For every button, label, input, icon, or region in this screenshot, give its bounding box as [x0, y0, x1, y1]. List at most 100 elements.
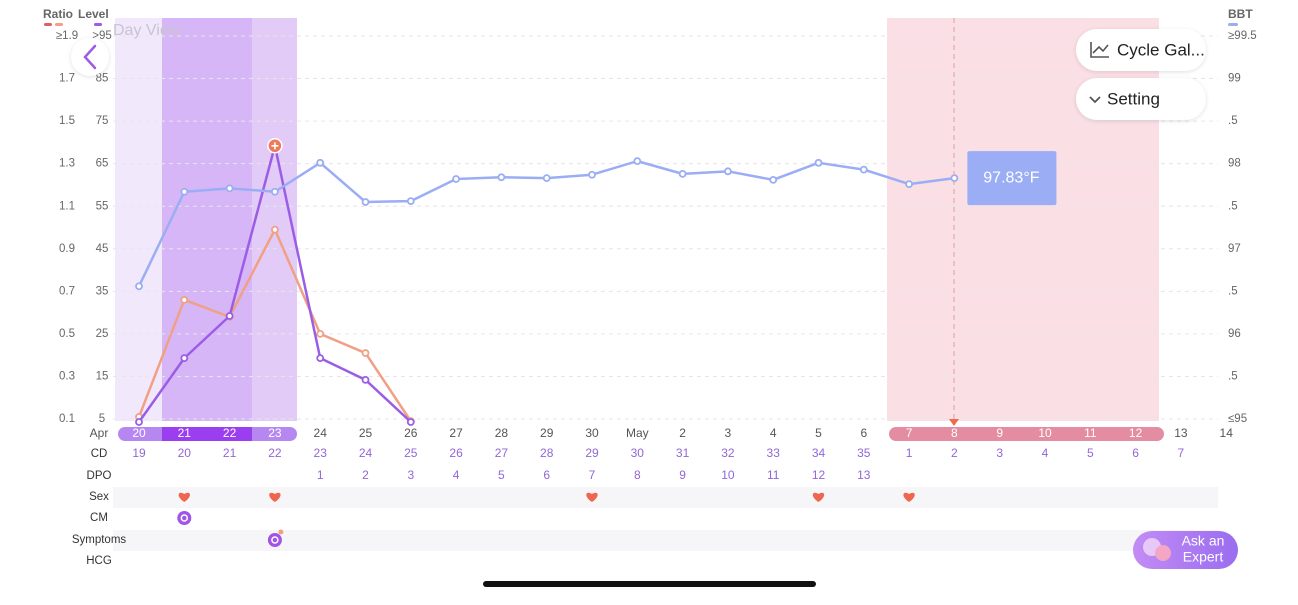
row-value: 23	[314, 446, 328, 460]
row-value: 32	[721, 446, 735, 460]
y-tick-label: 25	[96, 328, 109, 340]
data-point	[180, 354, 189, 363]
row-value: 35	[857, 446, 871, 460]
row-value: 19	[132, 446, 146, 460]
legend-swatch	[55, 23, 63, 26]
data-point	[769, 175, 778, 184]
y-tick-label: 5	[99, 413, 105, 425]
heart-icon	[178, 492, 190, 502]
log-icon	[267, 533, 282, 547]
data-point	[316, 329, 325, 338]
home-indicator	[483, 581, 816, 587]
row-value: 8	[634, 468, 641, 482]
x-tick-label: 13	[1174, 426, 1188, 440]
data-point	[316, 354, 325, 363]
row-value: 3	[996, 446, 1003, 460]
heart-icon	[812, 492, 825, 502]
backgrounds	[113, 18, 1218, 551]
legend-swatch	[94, 23, 102, 26]
log-icon-inner	[271, 536, 279, 544]
peak-icon	[271, 142, 279, 150]
data-point	[361, 198, 370, 206]
y-tick-label: .5	[1228, 370, 1238, 382]
date-pill-period	[889, 427, 1164, 441]
row-band	[113, 530, 1218, 551]
y-tick-label: 0.5	[59, 328, 75, 340]
y-tick-label: 97	[1228, 243, 1241, 255]
x-tick-label: 6	[860, 426, 867, 440]
row-value: 5	[498, 468, 505, 482]
y-tick-label: ≥1.9	[56, 30, 78, 42]
data-point	[905, 180, 913, 188]
x-tick-label: 29	[540, 426, 554, 440]
heart-icon	[269, 492, 281, 502]
data-point	[361, 375, 370, 384]
y-tick-label: 15	[96, 370, 109, 382]
y-tick-label: 99	[1228, 73, 1241, 85]
tooltip-label: 97.83°F	[983, 169, 1039, 186]
cycle-gallery-button[interactable]	[1076, 29, 1206, 71]
button-label: Expert	[1183, 549, 1224, 565]
row-value: 5	[1087, 446, 1094, 460]
row-value: 11	[767, 468, 780, 482]
y-tick-label: ≤95	[1228, 413, 1247, 425]
y-tick-label: 96	[1228, 328, 1241, 340]
row-label: CM	[90, 512, 108, 524]
heart-icon	[903, 492, 915, 502]
row-value: 9	[679, 468, 686, 482]
y-tick-label: 35	[96, 285, 109, 297]
x-tick-label: 14	[1220, 426, 1234, 440]
row-value: 28	[540, 446, 554, 460]
row-value: 24	[359, 446, 373, 460]
log-icon	[177, 511, 192, 525]
row-value: 34	[812, 446, 826, 460]
back-button[interactable]	[71, 38, 109, 76]
row-value: 33	[767, 446, 781, 460]
y-tick-label: 1.5	[59, 115, 75, 127]
row-value: 3	[407, 468, 414, 482]
log-badge	[278, 529, 284, 535]
data-point	[270, 225, 279, 234]
x-tick-label: 10	[1038, 426, 1052, 440]
row-label: Sex	[89, 491, 109, 503]
row-value: 6	[1132, 446, 1139, 460]
y-tick-label: 0.9	[59, 243, 75, 255]
row-band	[113, 487, 1218, 508]
y-tick-label: >95	[92, 30, 112, 42]
x-tick-label: 21	[178, 426, 192, 440]
row-label: DPO	[87, 470, 112, 482]
axis-title: Ratio	[43, 7, 73, 21]
setting-button[interactable]	[1076, 78, 1206, 120]
log-icon-inner	[180, 514, 189, 522]
data-point	[452, 175, 461, 183]
row-value: 4	[1042, 446, 1049, 460]
x-tick-label: 24	[314, 426, 328, 440]
data-point	[361, 349, 370, 357]
legend-swatch	[44, 23, 52, 26]
y-tick-label: 55	[96, 200, 109, 212]
row-label: CD	[91, 448, 108, 460]
x-tick-label: 12	[1129, 426, 1143, 440]
data-point	[225, 312, 234, 320]
y-tick-label: 1.7	[59, 73, 75, 85]
row-value: 2	[951, 446, 958, 460]
x-tick-label: 4	[770, 426, 777, 440]
row-value: 6	[543, 468, 550, 482]
x-tick-label: 30	[585, 426, 599, 440]
fertile-band	[115, 18, 162, 421]
chart-layer: ≥1.91.71.51.31.10.90.70.50.30.1>95857565…	[56, 30, 1257, 567]
row-value: 30	[631, 446, 645, 460]
data-point	[225, 184, 234, 193]
row-value: 31	[676, 446, 690, 460]
x-tick-label: 27	[449, 426, 463, 440]
x-tick-label: 20	[132, 426, 146, 440]
axis-title: BBT	[1228, 7, 1253, 21]
chart-icon	[1090, 42, 1109, 58]
row-label: Apr	[90, 426, 109, 440]
day-view-label[interactable]: Day View	[113, 22, 181, 39]
row-value: 4	[453, 468, 460, 482]
y-tick-label: 0.3	[59, 370, 75, 382]
row-label: Symptoms	[72, 534, 127, 546]
row-value: 12	[812, 468, 826, 482]
